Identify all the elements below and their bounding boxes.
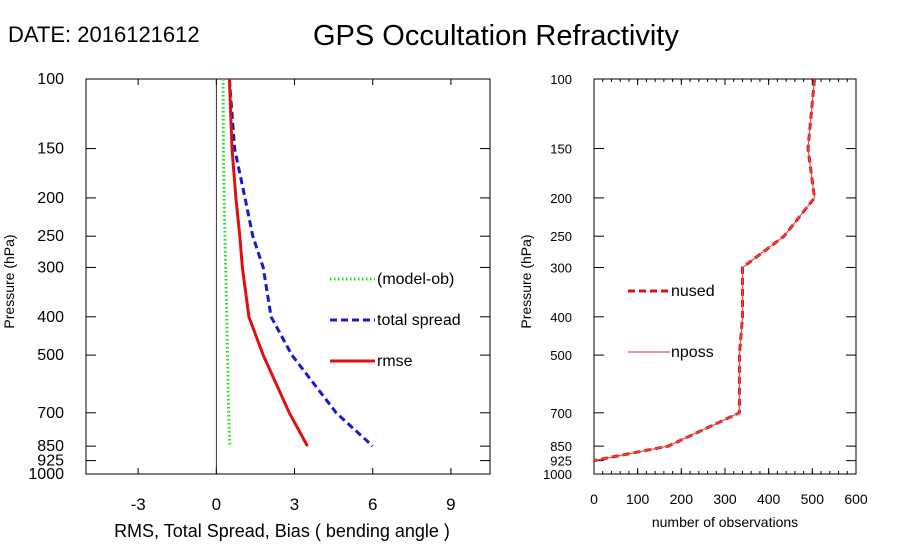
x-axis-label: number of observations bbox=[652, 514, 798, 530]
series-line-nused bbox=[593, 78, 816, 463]
x-tick-label: 200 bbox=[670, 491, 694, 507]
x-tick-label: 9 bbox=[446, 495, 455, 514]
x-tick-label: 3 bbox=[290, 495, 299, 514]
x-tick-label: 600 bbox=[844, 491, 868, 507]
y-tick-label: 500 bbox=[37, 347, 64, 364]
y-tick-label: 850 bbox=[37, 438, 64, 455]
series-line-totalspread bbox=[227, 78, 374, 448]
y-tick-label: 100 bbox=[37, 71, 64, 88]
y-tick-label: 500 bbox=[550, 348, 572, 363]
y-tick-label: 850 bbox=[550, 439, 572, 454]
legend-label: nused bbox=[671, 283, 715, 300]
x-tick-label: 300 bbox=[713, 491, 737, 507]
y-tick-label: 925 bbox=[550, 454, 572, 469]
legend-label: (model-ob) bbox=[377, 271, 454, 288]
y-tick-label: 150 bbox=[37, 141, 64, 158]
chart-title: GPS Occultation Refractivity bbox=[313, 20, 679, 52]
plot-frame bbox=[85, 78, 491, 475]
y-tick-label: 200 bbox=[37, 190, 64, 207]
y-tick-label: 300 bbox=[550, 260, 572, 275]
x-tick-label: 6 bbox=[368, 495, 377, 514]
series-line-rmse bbox=[227, 78, 309, 447]
y-tick-label: 250 bbox=[37, 228, 64, 245]
plot-frame bbox=[593, 78, 857, 475]
y-tick-label: 700 bbox=[37, 405, 64, 422]
x-tick-label: 100 bbox=[626, 491, 650, 507]
legend-label: rmse bbox=[377, 353, 413, 370]
y-tick-label: 250 bbox=[550, 229, 572, 244]
date-label: DATE: 2016121612 bbox=[8, 22, 200, 47]
series-line-nposs bbox=[593, 78, 816, 462]
y-tick-label: 400 bbox=[37, 309, 64, 326]
y-tick-label: 1000 bbox=[543, 467, 572, 482]
x-tick-label: 0 bbox=[590, 491, 598, 507]
y-axis-label: Pressure (hPa) bbox=[1, 234, 17, 328]
x-axis-label: RMS, Total Spread, Bias ( bending angle … bbox=[114, 521, 450, 541]
y-tick-label: 400 bbox=[550, 310, 572, 325]
x-tick-label: 400 bbox=[757, 491, 781, 507]
legend-label: total spread bbox=[377, 312, 461, 329]
y-axis-label: Pressure (hPa) bbox=[518, 234, 534, 328]
y-tick-label: 300 bbox=[37, 259, 64, 276]
y-tick-label: 150 bbox=[550, 142, 572, 157]
y-tick-label: 1000 bbox=[28, 466, 64, 483]
x-tick-label: -3 bbox=[131, 495, 146, 514]
y-tick-label: 925 bbox=[37, 453, 64, 470]
x-tick-label: 0 bbox=[212, 495, 221, 514]
y-tick-label: 200 bbox=[550, 191, 572, 206]
series-line-modelob bbox=[221, 78, 232, 447]
legend-label: nposs bbox=[671, 344, 714, 361]
y-tick-label: 100 bbox=[550, 72, 572, 87]
y-tick-label: 700 bbox=[550, 406, 572, 421]
x-tick-label: 500 bbox=[801, 491, 825, 507]
